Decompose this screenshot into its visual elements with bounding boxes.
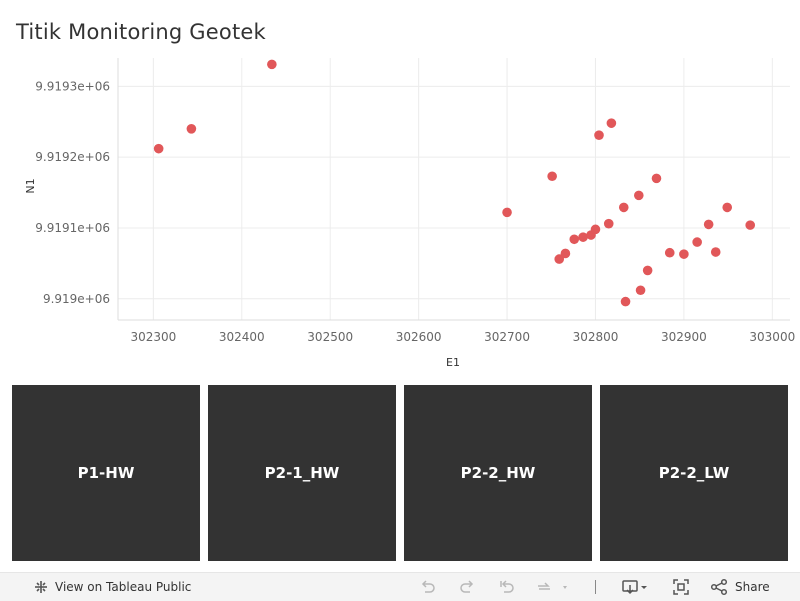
data-point[interactable] <box>745 220 756 230</box>
data-point[interactable] <box>642 265 653 276</box>
tile-label: P2-2_HW <box>460 464 536 482</box>
data-point[interactable] <box>618 202 629 213</box>
data-point[interactable] <box>594 130 604 140</box>
data-point[interactable] <box>679 249 689 259</box>
tile-p2-2-hw[interactable]: P2-2_HW <box>404 385 592 561</box>
data-point[interactable] <box>547 171 557 182</box>
download-icon[interactable] <box>621 573 651 601</box>
data-point[interactable] <box>560 248 571 259</box>
data-point[interactable] <box>603 218 614 229</box>
y-axis-label: N1 <box>24 178 37 193</box>
undo-icon[interactable] <box>419 573 437 601</box>
data-point[interactable] <box>267 59 277 70</box>
tableau-toolbar: View on Tableau Public <box>0 572 800 601</box>
grid-lines <box>117 58 790 321</box>
tile-p1-hw[interactable]: P1-HW <box>12 385 200 561</box>
x-tick-label: 302800 <box>573 330 619 344</box>
tile-label: P2-2_LW <box>658 464 730 482</box>
refresh-icon[interactable] <box>535 573 569 601</box>
data-point[interactable] <box>569 234 580 245</box>
data-point[interactable] <box>502 207 512 218</box>
x-axis-ticks: 302300 302400 302500 302600 302700 302800 3029… <box>130 330 795 344</box>
x-tick-label: 303000 <box>749 330 795 344</box>
data-point[interactable] <box>635 285 646 296</box>
view-on-tableau-label: View on Tableau Public <box>55 580 192 594</box>
view-on-tableau-link[interactable]: View on Tableau Public <box>33 573 191 601</box>
data-point[interactable] <box>153 143 164 154</box>
share-icon <box>710 578 728 596</box>
x-tick-label: 302500 <box>307 330 353 344</box>
tile-p2-1-hw[interactable]: P2-1_HW <box>208 385 396 561</box>
y-tick-label: 9.919e+06 <box>43 292 110 306</box>
x-axis-label: E1 <box>446 356 460 369</box>
y-tick-label: 9.9193e+06 <box>35 79 110 93</box>
data-point[interactable] <box>722 202 733 213</box>
data-points[interactable] <box>153 59 756 307</box>
data-point[interactable] <box>590 224 601 235</box>
y-axis-ticks: 9.919e+06 9.9191e+06 9.9192e+06 9.9193e+06 <box>35 79 110 305</box>
redo-icon[interactable] <box>458 573 476 601</box>
data-point[interactable] <box>651 173 662 184</box>
x-tick-label: 302300 <box>130 330 176 344</box>
y-tick-label: 9.9192e+06 <box>35 150 110 164</box>
x-tick-label: 302400 <box>219 330 265 344</box>
tableau-logo-icon <box>33 579 49 595</box>
data-point[interactable] <box>664 247 675 258</box>
data-point[interactable] <box>186 124 197 134</box>
data-point[interactable] <box>578 232 588 242</box>
data-point[interactable] <box>692 237 702 247</box>
data-point[interactable] <box>634 190 644 201</box>
share-button[interactable]: Share <box>710 573 770 601</box>
x-tick-label: 302600 <box>396 330 442 344</box>
y-tick-label: 9.9191e+06 <box>35 221 110 235</box>
share-label: Share <box>735 580 770 594</box>
tile-label: P2-1_HW <box>264 464 340 482</box>
data-point[interactable] <box>620 296 631 307</box>
scatter-chart: 302300 302400 302500 302600 302700 302800 3029… <box>24 58 795 369</box>
x-tick-label: 302700 <box>484 330 530 344</box>
x-tick-label: 302900 <box>661 330 707 344</box>
data-point[interactable] <box>703 219 714 230</box>
data-point[interactable] <box>710 247 721 257</box>
tile-p2-2-lw[interactable]: P2-2_LW <box>600 385 788 561</box>
revert-icon[interactable] <box>498 573 516 601</box>
chart-title: Titik Monitoring Geotek <box>16 20 266 44</box>
data-point[interactable] <box>554 254 565 264</box>
toolbar-divider <box>595 580 596 594</box>
tile-label: P1-HW <box>77 464 135 482</box>
data-point[interactable] <box>606 118 617 128</box>
fullscreen-icon[interactable] <box>672 573 690 601</box>
